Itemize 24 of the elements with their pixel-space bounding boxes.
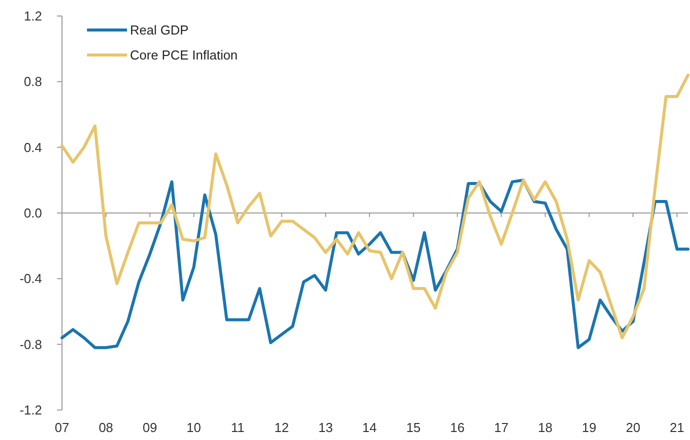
legend-label: Real GDP [130, 22, 189, 38]
x-tick-label: 10 [186, 420, 202, 435]
x-tick-label: 15 [406, 420, 421, 435]
y-tick-label: -1.2 [20, 402, 42, 418]
y-tick-label: 0.0 [24, 206, 42, 221]
x-tick-label: 12 [274, 420, 289, 435]
y-tick-label: -0.8 [20, 336, 42, 352]
x-tick-label: 16 [450, 420, 465, 435]
y-tick-label: 1.2 [24, 8, 42, 24]
x-tick-label: 20 [626, 420, 640, 435]
x-tick-label: 21 [670, 420, 684, 435]
x-tick-label: 11 [230, 420, 244, 435]
x-tick-label: 13 [318, 420, 333, 435]
x-tick-label: 19 [582, 420, 596, 435]
x-tick-label: 18 [538, 420, 552, 435]
x-tick-label: 14 [362, 420, 377, 435]
y-tick-label: 0.8 [24, 74, 42, 90]
y-tick-label: -0.4 [20, 271, 42, 286]
x-tick-label: 17 [494, 420, 509, 435]
x-tick-label: 09 [142, 420, 158, 435]
x-tick-label: 07 [54, 420, 70, 435]
y-tick-label: 0.4 [24, 140, 42, 155]
x-tick-label: 08 [98, 420, 114, 435]
legend-label: Core PCE Inflation [130, 48, 238, 63]
